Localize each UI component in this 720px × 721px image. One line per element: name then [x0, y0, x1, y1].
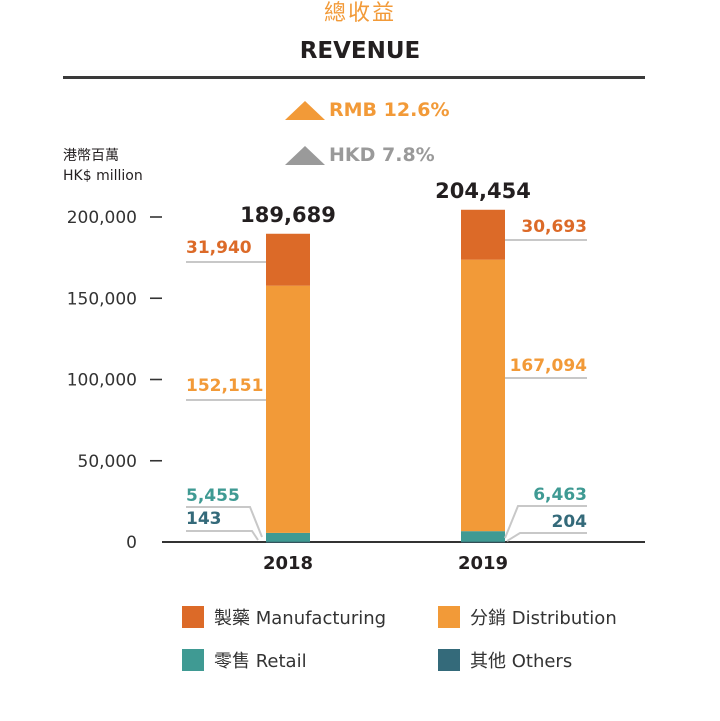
legend-item-manufacturing: 製藥 Manufacturing	[182, 604, 386, 630]
legend-item-distribution: 分銷 Distribution	[438, 604, 617, 630]
bar-segment-distribution-2019	[461, 259, 505, 532]
data-label-retail: 5,455	[186, 486, 240, 506]
data-label-others: 143	[186, 509, 222, 529]
growth-hkd: HKD 7.8%	[285, 142, 435, 168]
legend-swatch	[182, 606, 204, 628]
bar-segment-distribution-2018	[266, 285, 310, 533]
y-tick-label: 100,000	[67, 371, 137, 391]
y-tick-label: 50,000	[78, 452, 137, 472]
data-label-retail: 6,463	[533, 485, 587, 505]
growth-hkd-label: HKD 7.8%	[329, 144, 435, 166]
unit-label: HK$ million	[63, 168, 143, 184]
bar-segment-manufacturing-2019	[461, 209, 505, 260]
bar-segment-retail-2019	[461, 531, 505, 542]
legend-item-retail: 零售 Retail	[182, 647, 307, 673]
legend-swatch	[438, 649, 460, 671]
leader-line	[506, 532, 587, 542]
data-label-others: 204	[552, 512, 588, 532]
y-tick-label: 150,000	[67, 289, 137, 309]
total-label: 204,454	[435, 179, 531, 203]
legend-label: 其他 Others	[470, 651, 573, 672]
bar-segment-others-2018	[266, 541, 310, 543]
legend-swatch	[182, 649, 204, 671]
growth-rmb: RMB 12.6%	[285, 97, 450, 123]
chart-title-chinese: 總收益	[323, 1, 396, 26]
bar-segment-others-2019	[461, 541, 505, 543]
data-label-distribution: 167,094	[510, 356, 588, 376]
data-label-manufacturing: 31,940	[186, 238, 252, 258]
y-tick-label: 200,000	[67, 208, 137, 228]
data-label-distribution: 152,151	[186, 376, 263, 396]
y-tick-label: 0	[126, 533, 137, 553]
up-triangle-icon	[285, 145, 325, 165]
legend-item-others: 其他 Others	[438, 647, 572, 673]
x-tick-label: 2018	[263, 553, 313, 574]
total-label: 189,689	[240, 203, 336, 227]
up-triangle-icon	[285, 100, 325, 120]
legend-swatch	[438, 606, 460, 628]
chart-title: REVENUE	[299, 38, 421, 64]
leader-line	[186, 506, 263, 538]
data-label-manufacturing: 30,693	[521, 217, 587, 237]
bar-segment-retail-2018	[266, 532, 310, 542]
unit-label-chinese: 港幣百萬	[63, 148, 119, 164]
title-divider	[63, 76, 645, 79]
bar-segment-manufacturing-2018	[266, 233, 310, 286]
growth-rmb-label: RMB 12.6%	[329, 99, 450, 121]
leader-line	[186, 530, 259, 541]
x-tick-label: 2019	[458, 553, 508, 574]
legend-label: 零售 Retail	[214, 651, 307, 672]
leader-line	[504, 505, 587, 539]
legend-label: 製藥 Manufacturing	[214, 608, 387, 629]
legend-label: 分銷 Distribution	[470, 608, 617, 629]
